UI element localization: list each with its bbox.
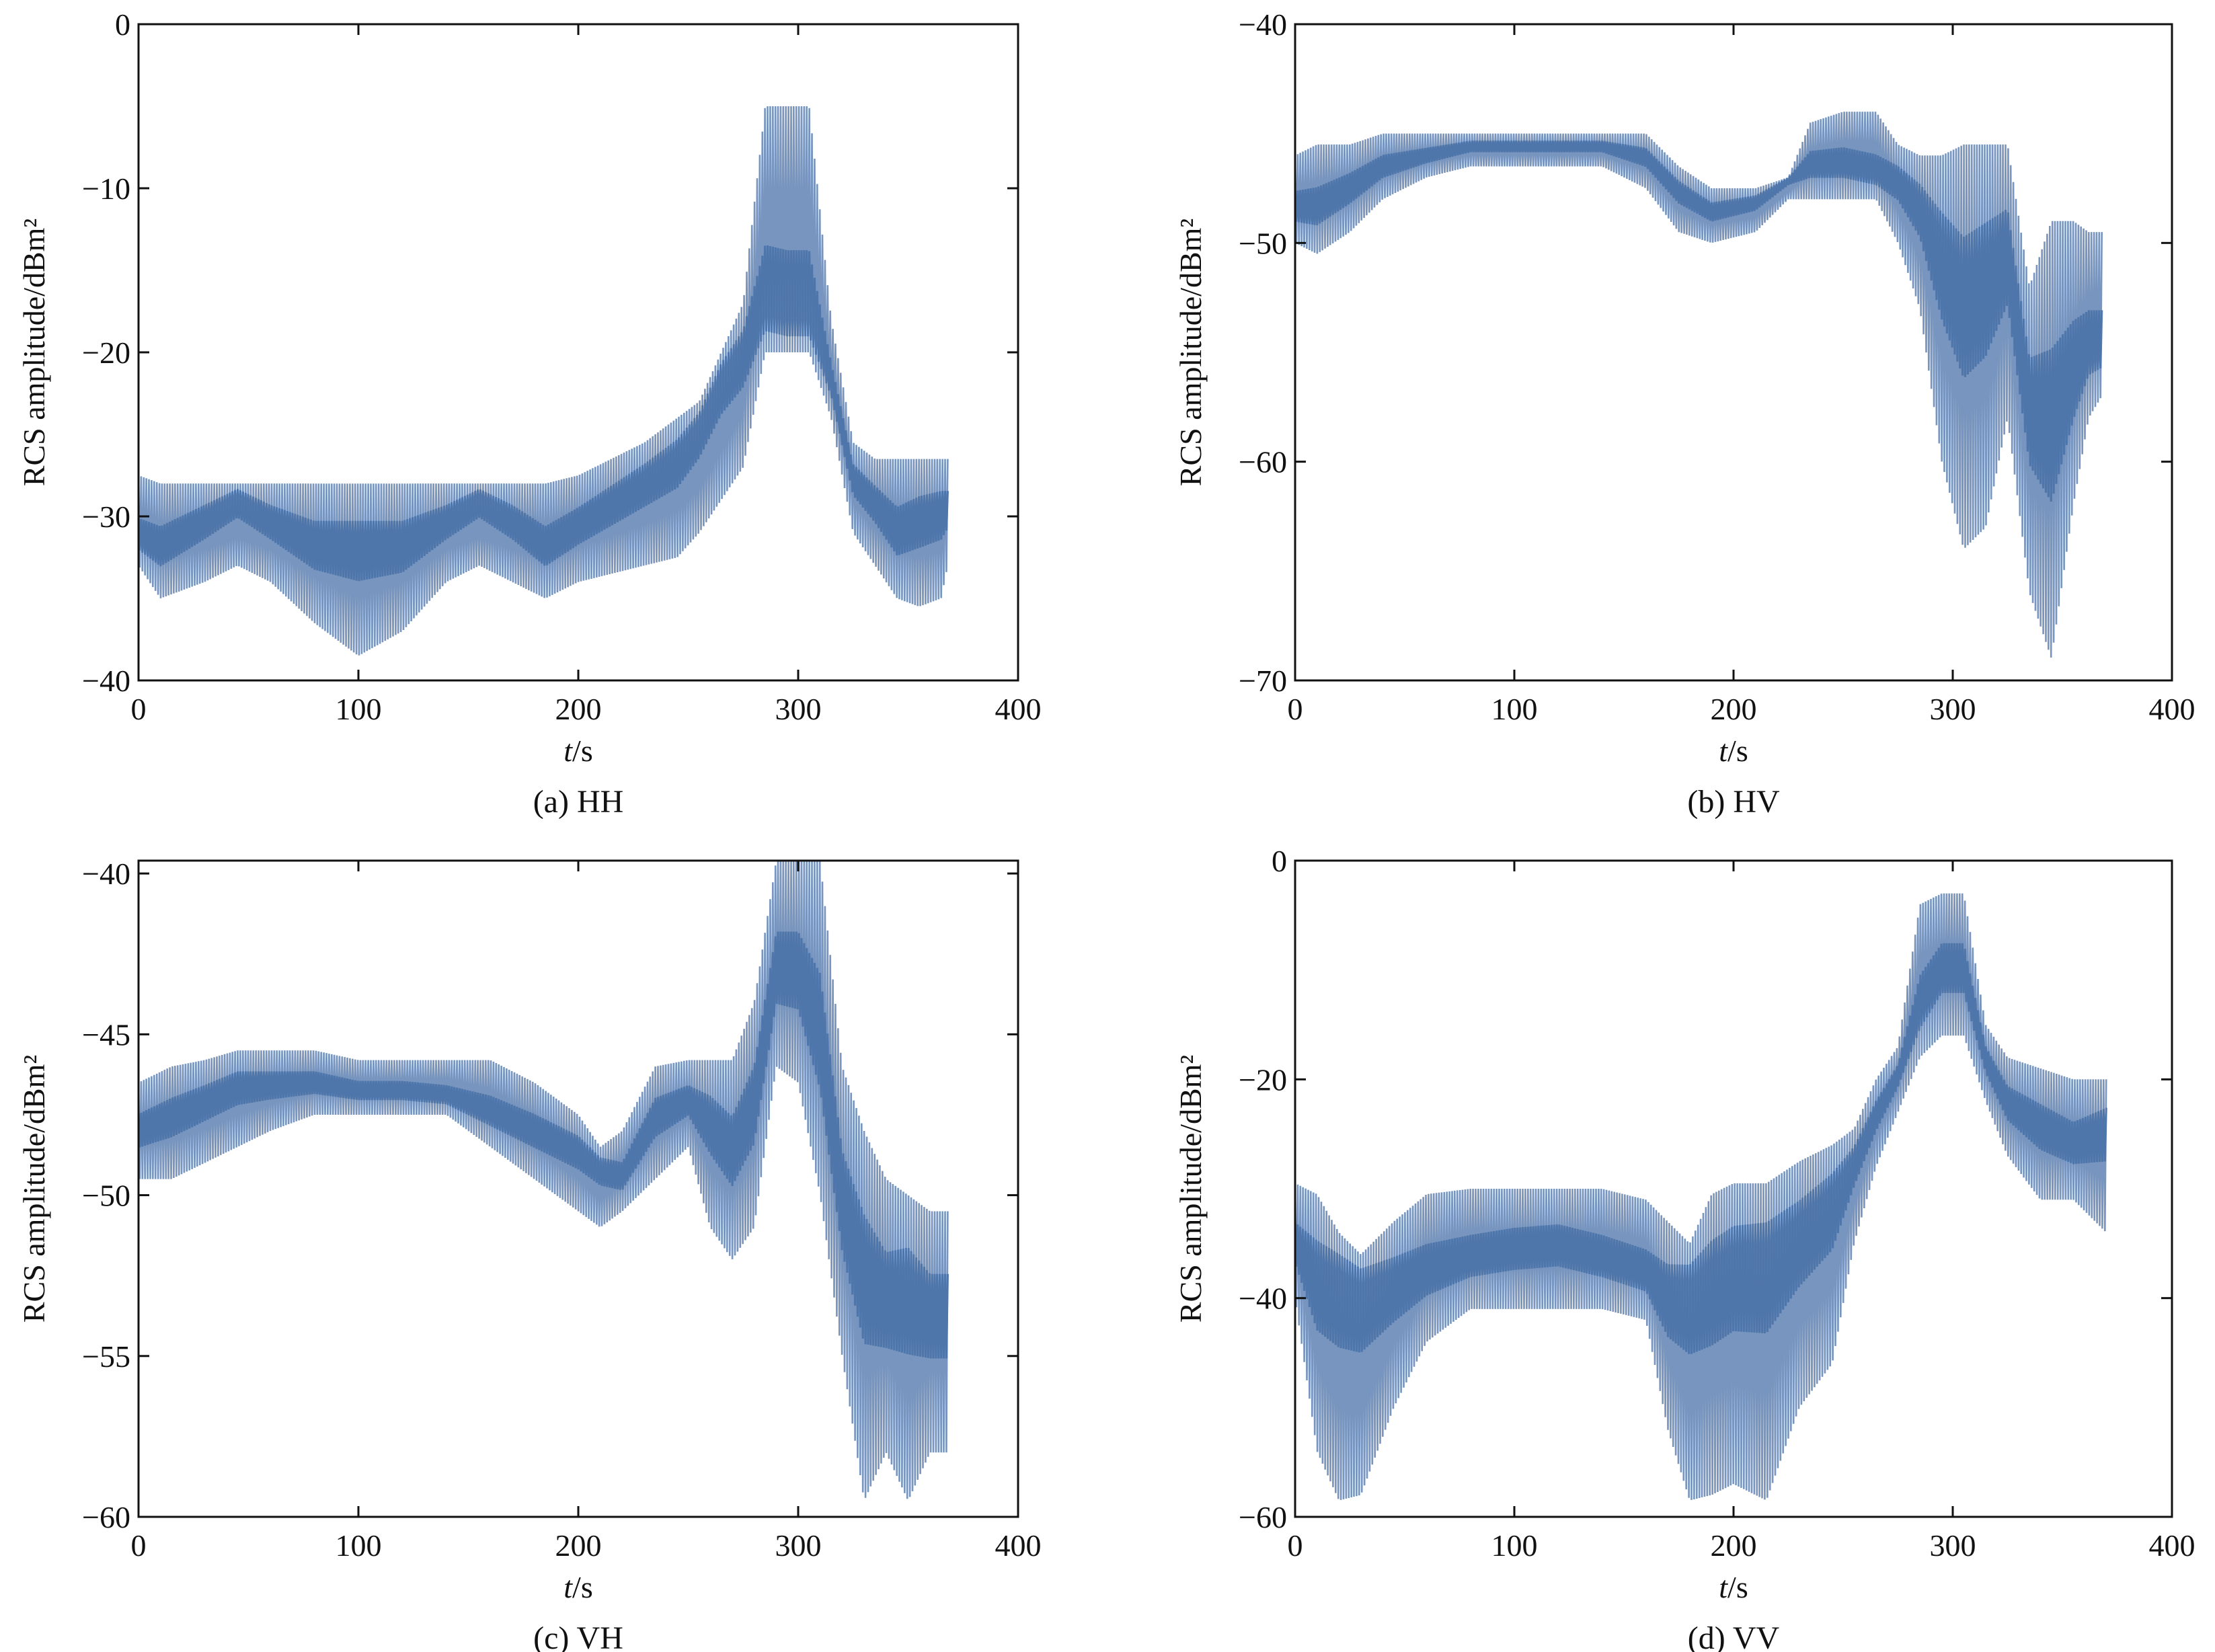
panel-caption: (d) VV bbox=[1688, 1620, 1780, 1652]
x-tick-label: 200 bbox=[555, 1528, 602, 1563]
y-tick-label: −45 bbox=[82, 1017, 130, 1052]
x-tick-label: 400 bbox=[995, 1528, 1042, 1563]
y-tick-label: −50 bbox=[82, 1179, 130, 1213]
series-line-envelope bbox=[139, 861, 949, 1499]
y-tick-label: −40 bbox=[1239, 1282, 1287, 1316]
y-axis-label: RCS amplitude/dBm² bbox=[1173, 219, 1208, 486]
y-tick-label: −70 bbox=[1239, 664, 1287, 698]
x-tick-label: 100 bbox=[1491, 692, 1538, 726]
panel-hh: 0 100 200 300 400 0 −10 −20 −30 −40 RCS amplitude/… bbox=[17, 7, 1042, 820]
y-axis-label: RCS amplitude/dBm² bbox=[17, 1055, 51, 1323]
series-line-core bbox=[1295, 141, 2103, 502]
y-tick-label: −20 bbox=[1239, 1062, 1287, 1097]
x-tick-label: 300 bbox=[775, 1528, 822, 1563]
x-axis-label: t/s bbox=[1719, 1570, 1748, 1604]
x-axis-label: t/s bbox=[564, 734, 592, 768]
x-tick-label: 300 bbox=[1930, 1528, 1976, 1563]
x-tick-label: 0 bbox=[1288, 692, 1303, 726]
x-axis-label: t/s bbox=[1719, 734, 1748, 768]
x-tick-label: 300 bbox=[1930, 692, 1976, 726]
series-line-core bbox=[1295, 943, 2107, 1354]
y-tick-label: −60 bbox=[82, 1500, 130, 1534]
series-line-core bbox=[139, 245, 949, 582]
y-axis-label: RCS amplitude/dBm² bbox=[17, 219, 51, 486]
y-tick-label: −40 bbox=[82, 664, 130, 698]
x-tick-label: 300 bbox=[775, 692, 822, 726]
x-tick-label: 200 bbox=[555, 692, 602, 726]
y-tick-label: −55 bbox=[82, 1339, 130, 1374]
x-tick-label: 400 bbox=[2149, 692, 2195, 726]
panel-hv: 0 100 200 300 400 −40 −50 −60 −70 RCS amplitude/d… bbox=[1173, 7, 2195, 820]
y-tick-label: 0 bbox=[115, 7, 130, 42]
panel-vh: 0 100 200 300 400 −40 −45 −50 −55 −60 RCS amplitud… bbox=[17, 857, 1042, 1652]
x-axis-label: t/s bbox=[564, 1570, 592, 1604]
y-tick-label: −10 bbox=[82, 171, 130, 206]
x-tick-label: 0 bbox=[131, 692, 147, 726]
y-tick-label: −40 bbox=[1239, 7, 1287, 42]
y-tick-label: −50 bbox=[1239, 226, 1287, 260]
x-tick-label: 0 bbox=[1288, 1528, 1303, 1563]
panel-caption: (c) VH bbox=[533, 1620, 623, 1652]
y-axis-label: RCS amplitude/dBm² bbox=[1173, 1055, 1208, 1323]
panel-caption: (a) HH bbox=[533, 784, 624, 820]
panel-vv: 0 100 200 300 400 0 −20 −40 −60 RCS amplitude/dBm… bbox=[1173, 844, 2195, 1652]
series-line-envelope bbox=[1295, 893, 2107, 1500]
y-tick-label: −60 bbox=[1239, 445, 1287, 479]
y-tick-label: 0 bbox=[1272, 844, 1287, 878]
series-line-envelope bbox=[1295, 112, 2103, 658]
x-tick-label: 200 bbox=[1711, 692, 1757, 726]
x-tick-label: 100 bbox=[336, 1528, 382, 1563]
series-line-core bbox=[139, 931, 949, 1359]
y-tick-label: −60 bbox=[1239, 1500, 1287, 1534]
x-tick-label: 0 bbox=[131, 1528, 147, 1563]
y-tick-label: −40 bbox=[82, 857, 130, 891]
x-tick-label: 200 bbox=[1711, 1528, 1757, 1563]
panel-caption: (b) HV bbox=[1687, 784, 1780, 820]
y-tick-label: −20 bbox=[82, 336, 130, 370]
x-tick-label: 400 bbox=[995, 692, 1042, 726]
x-tick-label: 100 bbox=[336, 692, 382, 726]
x-tick-label: 400 bbox=[2149, 1528, 2195, 1563]
x-tick-label: 100 bbox=[1491, 1528, 1538, 1563]
y-tick-label: −30 bbox=[82, 500, 130, 534]
